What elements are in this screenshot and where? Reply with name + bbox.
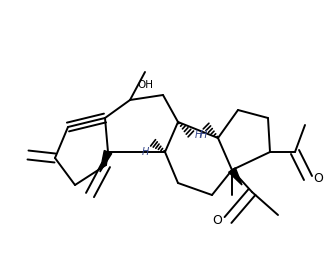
Polygon shape <box>100 150 112 172</box>
Text: OH: OH <box>137 80 153 90</box>
Text: H: H <box>200 130 207 140</box>
Text: O: O <box>212 214 222 227</box>
Text: O: O <box>313 172 323 184</box>
Polygon shape <box>229 168 242 185</box>
Text: H: H <box>195 130 202 140</box>
Text: H: H <box>141 147 149 157</box>
